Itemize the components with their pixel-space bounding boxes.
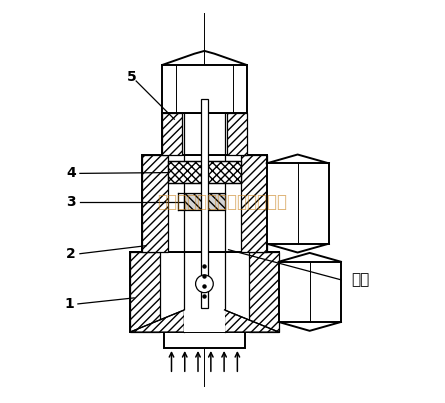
Bar — [201, 99, 208, 308]
Bar — [168, 161, 241, 183]
Text: 5: 5 — [127, 70, 137, 84]
Bar — [164, 332, 245, 348]
Bar — [227, 113, 247, 155]
Bar — [130, 252, 279, 332]
Text: 东莞市马赫机械设备有限公司: 东莞市马赫机械设备有限公司 — [158, 193, 287, 210]
Text: 3: 3 — [66, 195, 76, 208]
Text: 阀芯: 阀芯 — [351, 272, 369, 287]
Bar — [162, 113, 247, 155]
Text: 2: 2 — [66, 247, 76, 261]
Bar — [162, 65, 247, 113]
Bar — [184, 193, 225, 210]
Bar — [249, 252, 279, 332]
Bar — [267, 163, 329, 244]
Bar — [241, 155, 267, 252]
Bar — [130, 252, 160, 332]
Bar — [162, 113, 182, 155]
Circle shape — [196, 275, 213, 293]
Bar — [142, 155, 267, 252]
Bar — [142, 155, 168, 252]
Bar — [279, 262, 341, 322]
Polygon shape — [225, 310, 279, 332]
Text: 4: 4 — [66, 166, 76, 181]
Polygon shape — [130, 310, 184, 332]
Polygon shape — [184, 310, 225, 332]
Text: 1: 1 — [64, 297, 74, 311]
